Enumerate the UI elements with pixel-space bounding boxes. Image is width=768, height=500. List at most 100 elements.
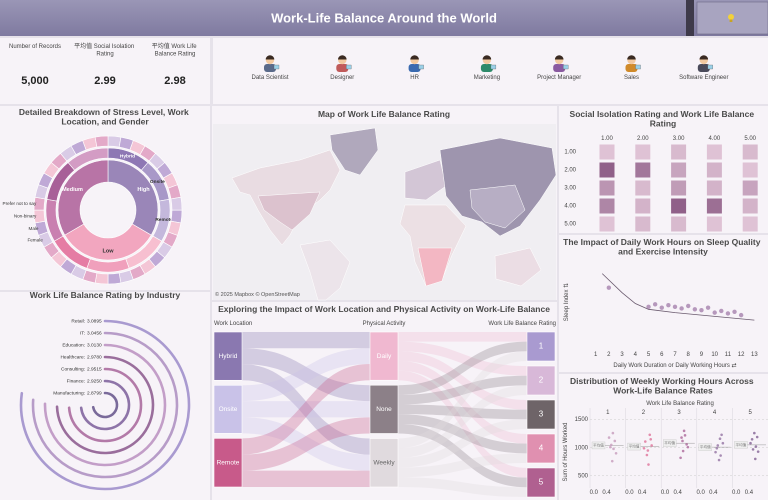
sunburst-segment[interactable]: [94, 135, 109, 148]
australia[interactable]: [494, 247, 542, 287]
strip-point[interactable]: [749, 441, 752, 445]
heatmap-cell[interactable]: [706, 162, 722, 178]
role[interactable]: Data Scientist: [251, 55, 289, 81]
sankey-link[interactable]: [242, 470, 370, 487]
scatter-point[interactable]: [705, 305, 711, 310]
strip-point[interactable]: [648, 433, 652, 437]
sankey-link[interactable]: [242, 332, 370, 349]
heatmap-cell[interactable]: [706, 144, 722, 160]
strip-point[interactable]: [686, 445, 690, 449]
strip-point[interactable]: [721, 441, 725, 445]
scatter-point[interactable]: [738, 312, 744, 318]
role[interactable]: Sales: [624, 55, 641, 81]
sankey-node[interactable]: [526, 331, 556, 362]
sunburst-segment[interactable]: [170, 209, 183, 224]
heatmap-cell[interactable]: [706, 180, 722, 196]
sankey-link[interactable]: [398, 341, 527, 395]
scatter-point[interactable]: [646, 304, 651, 310]
heatmap-cell[interactable]: [742, 216, 758, 232]
sankey-link[interactable]: [398, 375, 527, 405]
strip-point[interactable]: [717, 458, 721, 462]
scatter-point[interactable]: [672, 304, 678, 310]
role[interactable]: Project Manager: [537, 55, 581, 81]
sunburst-segment[interactable]: [107, 272, 122, 285]
sankey-link[interactable]: [398, 370, 527, 478]
bulb-icon[interactable]: [728, 14, 734, 20]
heatmap-cell[interactable]: [599, 198, 615, 214]
heatmap-cell[interactable]: [742, 198, 758, 214]
sankey-link[interactable]: [242, 364, 370, 455]
strip-point[interactable]: [751, 448, 755, 451]
strip-point[interactable]: [609, 443, 613, 447]
heatmap-cell[interactable]: [635, 162, 651, 178]
strip-point[interactable]: [650, 444, 653, 447]
southern-africa[interactable]: [417, 247, 453, 287]
heatmap-cell[interactable]: [599, 144, 615, 160]
sankey-node[interactable]: [526, 399, 556, 430]
sankey-link[interactable]: [242, 417, 370, 471]
scatter-point[interactable]: [725, 311, 731, 316]
strip-point[interactable]: [680, 436, 683, 439]
sankey-link[interactable]: [398, 477, 527, 497]
sankey-link[interactable]: [242, 348, 370, 402]
scatter-point[interactable]: [699, 307, 704, 313]
strip-point[interactable]: [646, 449, 650, 452]
heatmap-cell[interactable]: [635, 216, 651, 232]
strip-point[interactable]: [642, 446, 646, 450]
sankey-node[interactable]: [526, 433, 556, 464]
role[interactable]: Marketing: [474, 55, 500, 81]
strip-point[interactable]: [607, 436, 611, 439]
strip-point[interactable]: [755, 435, 759, 439]
sankey-link[interactable]: [242, 417, 370, 471]
map[interactable]: [213, 124, 557, 301]
heatmap-cell[interactable]: [671, 162, 687, 178]
strip-point[interactable]: [715, 446, 719, 450]
strip-point[interactable]: [753, 457, 757, 461]
sankey-link[interactable]: [398, 332, 527, 342]
strip-point[interactable]: [681, 449, 685, 453]
scatter-point[interactable]: [666, 302, 671, 308]
strip-point[interactable]: [754, 445, 758, 448]
scatter-point[interactable]: [712, 310, 717, 315]
heatmap-cell[interactable]: [635, 144, 651, 160]
role[interactable]: HR: [408, 55, 424, 81]
strip-point[interactable]: [720, 433, 723, 437]
sunburst-segment[interactable]: [67, 147, 109, 171]
strip-point[interactable]: [614, 452, 618, 455]
strip-point[interactable]: [681, 439, 684, 443]
scatter-point[interactable]: [692, 307, 698, 312]
scatter-point[interactable]: [659, 305, 664, 310]
sankey-link[interactable]: [398, 404, 527, 420]
scatter-point[interactable]: [652, 302, 658, 307]
strip-point[interactable]: [609, 445, 612, 449]
strip-point[interactable]: [611, 431, 615, 435]
heatmap-cell[interactable]: [706, 216, 722, 232]
sankey-node[interactable]: [369, 438, 399, 488]
sankey-node[interactable]: [369, 331, 399, 381]
strip-point[interactable]: [649, 437, 653, 441]
strip-point[interactable]: [679, 456, 682, 460]
greenland[interactable]: [329, 127, 379, 176]
role[interactable]: Software Engineer: [679, 55, 728, 81]
heatmap-cell[interactable]: [671, 144, 687, 160]
sankey-link[interactable]: [242, 348, 370, 402]
sankey-node[interactable]: [526, 467, 556, 498]
sunburst-segment[interactable]: [107, 135, 122, 148]
united-states[interactable]: [257, 191, 321, 231]
sankey-link[interactable]: [398, 385, 527, 458]
sankey-node[interactable]: [213, 384, 243, 434]
sankey-node[interactable]: [213, 331, 243, 381]
south-america[interactable]: [299, 239, 351, 301]
scatter-point[interactable]: [686, 303, 691, 309]
sunburst-segment[interactable]: [170, 196, 183, 211]
heatmap-cell[interactable]: [671, 198, 687, 214]
heatmap-cell[interactable]: [742, 144, 758, 160]
scatter-point[interactable]: [679, 306, 684, 311]
scatter-point[interactable]: [732, 309, 737, 314]
sankey-link[interactable]: [398, 423, 527, 488]
sankey-link[interactable]: [242, 401, 370, 418]
strip-point[interactable]: [682, 429, 686, 433]
strip-point[interactable]: [644, 440, 647, 443]
scatter-point[interactable]: [606, 285, 612, 290]
sankey-node[interactable]: [369, 384, 399, 434]
